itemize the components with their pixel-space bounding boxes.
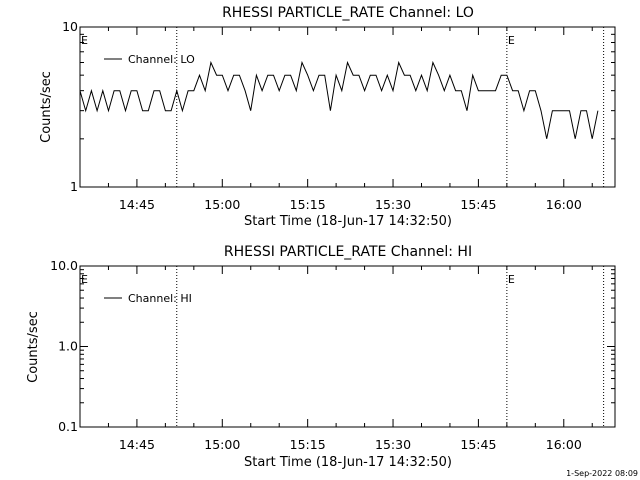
x-tick-label-lo: 14:45 bbox=[119, 197, 155, 212]
chart-title-lo: RHESSI PARTICLE_RATE Channel: LO bbox=[222, 5, 474, 21]
x-tick-label-lo: 15:45 bbox=[460, 197, 496, 212]
event-marker-label-lo: E bbox=[81, 34, 88, 47]
legend-label-lo: Channel: LO bbox=[128, 53, 195, 66]
footer-timestamp: 1-Sep-2022 08:09 bbox=[566, 469, 638, 478]
plot-frame-hi bbox=[79, 265, 616, 428]
y-axis-label-hi: Counts/sec bbox=[26, 311, 41, 383]
x-tick-label-hi: 15:00 bbox=[204, 437, 240, 452]
series-line-lo bbox=[79, 60, 599, 139]
x-tick-label-lo: 15:00 bbox=[204, 197, 240, 212]
chart-panel-hi: RHESSI PARTICLE_RATE Channel: HI Start T… bbox=[26, 244, 616, 470]
x-axis-label-lo: Start Time (18-Jun-17 14:32:50) bbox=[244, 214, 452, 229]
legend-label-hi: Channel: HI bbox=[128, 292, 192, 305]
chart-panel-lo: RHESSI PARTICLE_RATE Channel: LO Start T… bbox=[39, 5, 616, 229]
y-tick-label-hi: 10.0 bbox=[50, 258, 78, 273]
x-tick-label-hi: 15:15 bbox=[290, 437, 326, 452]
chart-title-hi: RHESSI PARTICLE_RATE Channel: HI bbox=[224, 244, 472, 260]
x-axis-label-hi: Start Time (18-Jun-17 14:32:50) bbox=[244, 455, 452, 470]
x-tick-label-lo: 15:30 bbox=[375, 197, 411, 212]
x-tick-label-lo: 16:00 bbox=[546, 197, 582, 212]
event-marker-label-hi: E bbox=[81, 273, 88, 286]
y-tick-label-hi: 1.0 bbox=[58, 339, 78, 354]
x-tick-label-lo: 15:15 bbox=[290, 197, 326, 212]
x-tick-label-hi: 15:45 bbox=[460, 437, 496, 452]
event-marker-label-hi: E bbox=[508, 273, 515, 286]
y-tick-label-hi: 0.1 bbox=[58, 419, 78, 434]
x-tick-label-hi: 14:45 bbox=[119, 437, 155, 452]
y-tick-label-lo: 10 bbox=[62, 19, 78, 34]
y-axis-label-lo: Counts/sec bbox=[39, 71, 54, 143]
x-tick-label-hi: 15:30 bbox=[375, 437, 411, 452]
event-marker-label-lo: E bbox=[508, 34, 515, 47]
x-tick-label-hi: 16:00 bbox=[546, 437, 582, 452]
y-tick-label-lo: 1 bbox=[70, 179, 78, 194]
plot-frame-lo bbox=[79, 26, 616, 188]
